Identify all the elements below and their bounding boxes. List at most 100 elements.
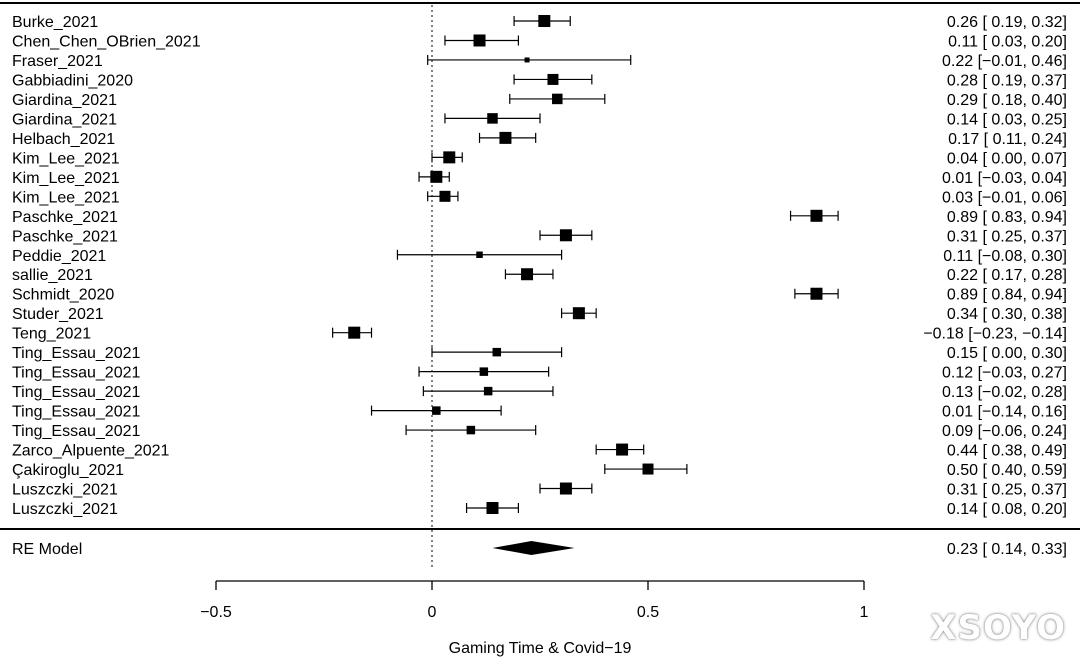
study-label: Gabbiadini_2020 bbox=[12, 72, 133, 89]
point-estimate-square bbox=[466, 425, 476, 435]
study-row: Chen_Chen_OBrien_2021 0.11 [ 0.03, 0.20] bbox=[12, 33, 1067, 50]
point-estimate-square bbox=[810, 287, 823, 300]
study-label: Giardina_2021 bbox=[12, 92, 117, 109]
study-row: Paschke_2021 0.31 [ 0.25, 0.37] bbox=[12, 228, 1067, 245]
study-label: sallie_2021 bbox=[12, 267, 93, 284]
watermark-logo: XSOYO bbox=[930, 608, 1066, 648]
effect-size-ci-text: 0.31 [ 0.25, 0.37] bbox=[947, 228, 1067, 245]
point-estimate-square bbox=[430, 170, 443, 183]
effect-size-ci-text: 0.03 [−0.01, 0.06] bbox=[942, 189, 1067, 206]
point-estimate-square bbox=[559, 229, 572, 242]
study-row: Ting_Essau_2021 0.01 [−0.14, 0.16] bbox=[12, 404, 1067, 421]
study-label: Peddie_2021 bbox=[12, 248, 106, 265]
point-estimate-square bbox=[552, 93, 563, 105]
study-row: Kim_Lee_2021 0.04 [ 0.00, 0.07] bbox=[12, 150, 1067, 167]
point-estimate-square bbox=[473, 34, 486, 47]
summary-diamond bbox=[492, 541, 575, 555]
study-label: Kim_Lee_2021 bbox=[12, 170, 120, 187]
point-estimate-square bbox=[483, 386, 493, 396]
effect-size-ci-text: −0.18 [−0.23, −0.14] bbox=[923, 326, 1067, 343]
study-label: Studer_2021 bbox=[12, 306, 104, 323]
study-label: Kim_Lee_2021 bbox=[12, 189, 120, 206]
study-label: Ting_Essau_2021 bbox=[12, 384, 140, 401]
summary-effect-text: 0.23 [ 0.14, 0.33] bbox=[947, 541, 1067, 558]
effect-size-ci-text: 0.89 [ 0.84, 0.94] bbox=[947, 287, 1067, 304]
study-label: Giardina_2021 bbox=[12, 111, 117, 128]
study-row: Schmidt_2020 0.89 [ 0.84, 0.94] bbox=[12, 287, 1067, 304]
effect-size-ci-text: 0.34 [ 0.30, 0.38] bbox=[947, 306, 1067, 323]
effect-size-ci-text: 0.22 [−0.01, 0.46] bbox=[942, 53, 1067, 70]
study-row: Ting_Essau_2021 0.13 [−0.02, 0.28] bbox=[12, 384, 1067, 401]
effect-size-ci-text: 0.15 [ 0.00, 0.30] bbox=[947, 345, 1067, 362]
effect-size-ci-text: 0.13 [−0.02, 0.28] bbox=[942, 384, 1067, 401]
point-estimate-square bbox=[487, 113, 498, 124]
point-estimate-square bbox=[810, 209, 823, 222]
point-estimate-square bbox=[538, 15, 551, 27]
x-axis-label: Gaming Time & Covid−19 bbox=[449, 640, 632, 657]
study-row: Zarco_Alpuente_2021 0.44 [ 0.38, 0.49] bbox=[12, 443, 1067, 460]
study-row: Çakiroglu_2021 0.50 [ 0.40, 0.59] bbox=[12, 462, 1067, 479]
effect-size-ci-text: 0.28 [ 0.19, 0.37] bbox=[947, 72, 1067, 89]
point-estimate-square bbox=[476, 251, 483, 259]
point-estimate-square bbox=[499, 131, 512, 144]
study-label: Fraser_2021 bbox=[12, 53, 103, 70]
study-label: Schmidt_2020 bbox=[12, 287, 114, 304]
effect-size-ci-text: 0.29 [ 0.18, 0.40] bbox=[947, 92, 1067, 109]
study-label: Zarco_Alpuente_2021 bbox=[12, 443, 170, 460]
study-row: Studer_2021 0.34 [ 0.30, 0.38] bbox=[12, 306, 1067, 323]
study-label: Teng_2021 bbox=[12, 326, 91, 343]
study-label: Paschke_2021 bbox=[12, 228, 118, 245]
effect-size-ci-text: 0.22 [ 0.17, 0.28] bbox=[947, 267, 1067, 284]
effect-size-ci-text: 0.11 [ 0.03, 0.20] bbox=[948, 33, 1067, 50]
point-estimate-square bbox=[572, 307, 585, 320]
study-row: sallie_2021 0.22 [ 0.17, 0.28] bbox=[12, 267, 1067, 284]
summary-label: RE Model bbox=[12, 541, 82, 558]
point-estimate-square bbox=[486, 502, 499, 514]
study-label: Ting_Essau_2021 bbox=[12, 365, 140, 382]
study-row: Burke_2021 0.26 [ 0.19, 0.32] bbox=[12, 14, 1067, 31]
study-row: Gabbiadini_2020 0.28 [ 0.19, 0.37] bbox=[12, 72, 1067, 89]
effect-size-ci-text: 0.12 [−0.03, 0.27] bbox=[942, 365, 1067, 382]
study-row: Giardina_2021 0.14 [ 0.03, 0.25] bbox=[12, 111, 1067, 128]
point-estimate-square bbox=[524, 57, 530, 63]
x-tick-label: 0 bbox=[428, 604, 437, 621]
point-estimate-square bbox=[479, 367, 489, 376]
study-row: Kim_Lee_2021 0.01 [−0.03, 0.04] bbox=[12, 170, 1067, 187]
study-label: Luszczki_2021 bbox=[12, 501, 118, 518]
x-tick-label: 1 bbox=[860, 604, 869, 621]
effect-size-ci-text: 0.09 [−0.06, 0.24] bbox=[942, 423, 1067, 440]
effect-size-ci-text: 0.14 [ 0.08, 0.20] bbox=[947, 501, 1067, 518]
point-estimate-square bbox=[492, 347, 502, 357]
point-estimate-square bbox=[642, 463, 654, 475]
point-estimate-square bbox=[443, 151, 456, 164]
effect-size-ci-text: 0.44 [ 0.38, 0.49] bbox=[947, 443, 1067, 460]
study-label: Çakiroglu_2021 bbox=[12, 462, 124, 479]
point-estimate-square bbox=[439, 190, 451, 202]
study-row: Ting_Essau_2021 0.15 [ 0.00, 0.30] bbox=[12, 345, 1067, 362]
effect-size-ci-text: 0.89 [ 0.83, 0.94] bbox=[947, 209, 1067, 226]
point-estimate-square bbox=[616, 443, 629, 456]
study-label: Helbach_2021 bbox=[12, 131, 115, 148]
study-label: Paschke_2021 bbox=[12, 209, 118, 226]
study-label: Ting_Essau_2021 bbox=[12, 423, 140, 440]
effect-size-ci-text: 0.01 [−0.03, 0.04] bbox=[942, 170, 1067, 187]
study-label: Ting_Essau_2021 bbox=[12, 404, 140, 421]
x-tick-label: −0.5 bbox=[200, 604, 232, 621]
effect-size-ci-text: 0.17 [ 0.11, 0.24] bbox=[948, 131, 1067, 148]
x-tick-label: 0.5 bbox=[637, 604, 659, 621]
study-label: Kim_Lee_2021 bbox=[12, 150, 120, 167]
study-row: Paschke_2021 0.89 [ 0.83, 0.94] bbox=[12, 209, 1067, 226]
effect-size-ci-text: 0.50 [ 0.40, 0.59] bbox=[947, 462, 1067, 479]
effect-size-ci-text: 0.01 [−0.14, 0.16] bbox=[942, 404, 1067, 421]
study-row: Luszczki_2021 0.31 [ 0.25, 0.37] bbox=[12, 482, 1067, 499]
point-estimate-square bbox=[348, 326, 361, 339]
study-row: Giardina_2021 0.29 [ 0.18, 0.40] bbox=[12, 92, 1067, 109]
study-label: Ting_Essau_2021 bbox=[12, 345, 140, 362]
effect-size-ci-text: 0.31 [ 0.25, 0.37] bbox=[947, 482, 1067, 499]
effect-size-ci-text: 0.14 [ 0.03, 0.25] bbox=[947, 111, 1067, 128]
point-estimate-square bbox=[521, 268, 534, 281]
study-label: Burke_2021 bbox=[12, 14, 98, 31]
study-row: Luszczki_2021 0.14 [ 0.08, 0.20] bbox=[12, 501, 1067, 518]
study-row: Teng_2021 −0.18 [−0.23, −0.14] bbox=[12, 326, 1067, 343]
